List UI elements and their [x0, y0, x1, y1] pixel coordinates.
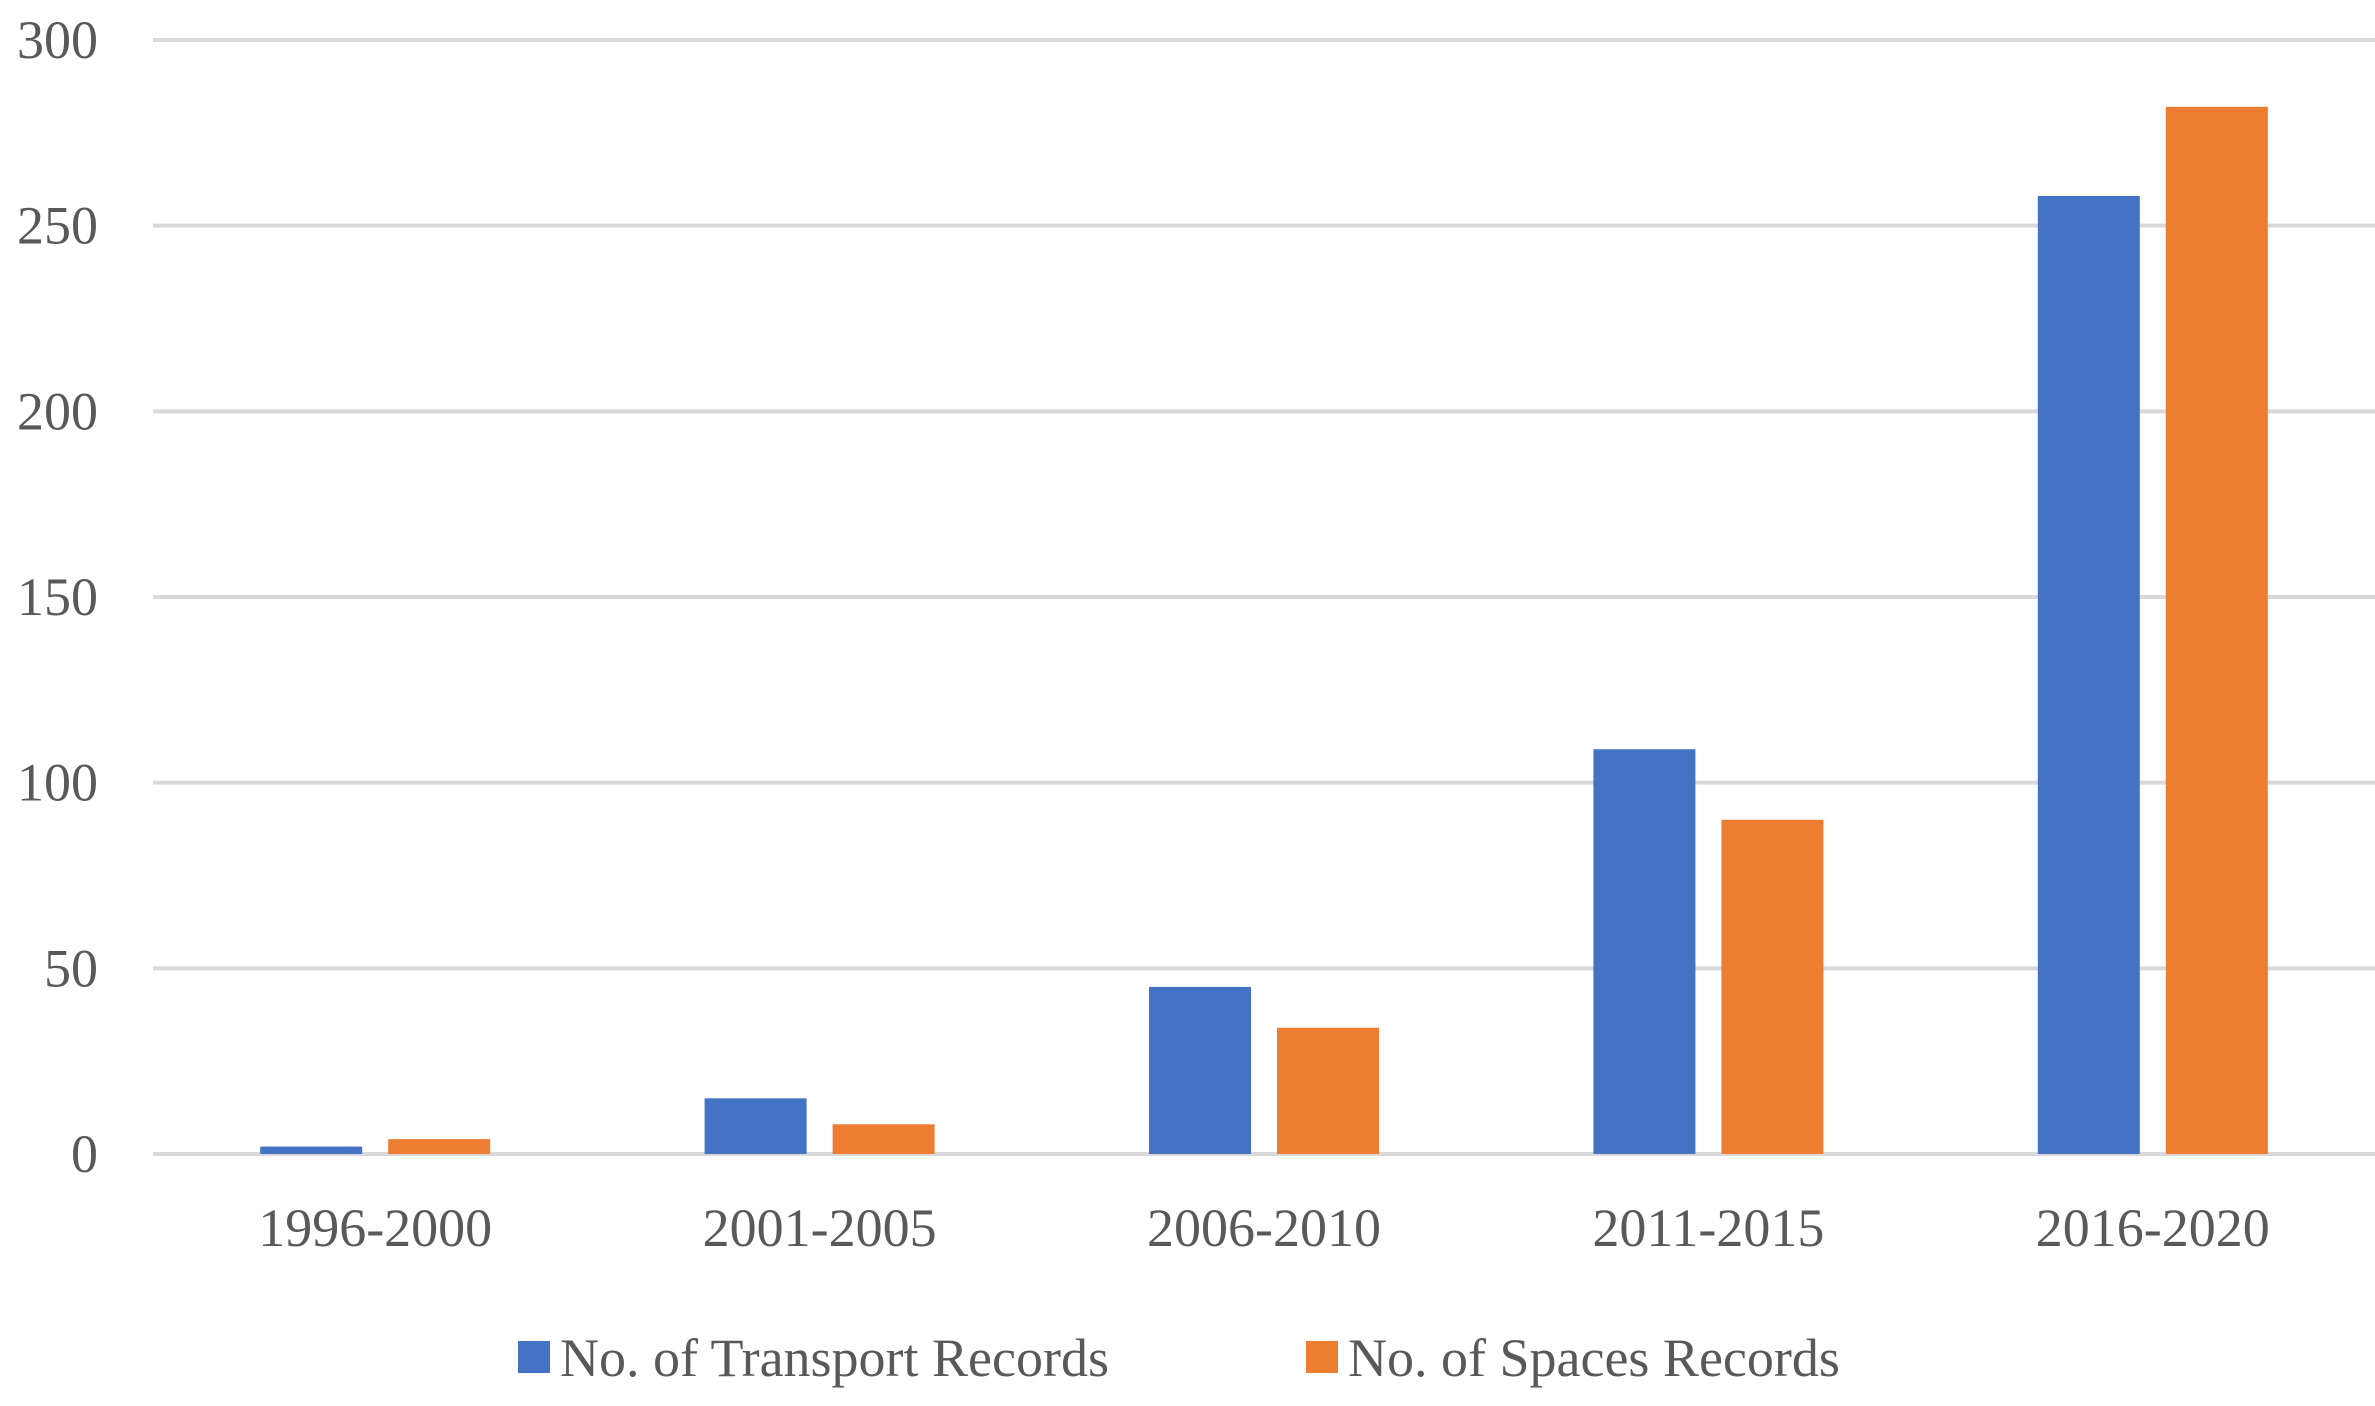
bars	[260, 106, 2268, 1155]
y-tick-label: 300	[17, 10, 98, 70]
bar-no-of-transport-records-2001-2005	[704, 1098, 807, 1154]
y-tick-label: 250	[17, 196, 98, 256]
x-tick-label: 1996-2000	[258, 1198, 492, 1258]
gridlines	[153, 38, 2375, 1156]
legend-label: No. of Spaces Records	[1348, 1328, 1840, 1388]
bar-no-of-spaces-records-1996-2000	[388, 1139, 491, 1154]
y-axis-tick-labels: 0 50 100 150 200 250 300	[17, 10, 98, 1184]
y-tick-label: 100	[17, 753, 98, 813]
legend-label: No. of Transport Records	[560, 1328, 1109, 1388]
y-tick-label: 0	[71, 1124, 98, 1184]
bar-no-of-spaces-records-2016-2020	[2165, 106, 2268, 1155]
bar-no-of-spaces-records-2006-2010	[1277, 1027, 1379, 1154]
x-axis-tick-labels: 1996-2000 2001-2005 2006-2010 2011-2015 2016…	[258, 1198, 2270, 1258]
y-tick-label: 50	[44, 938, 98, 998]
y-tick-label: 200	[17, 381, 98, 441]
bar-no-of-transport-records-2011-2015	[1593, 749, 1696, 1154]
bar-no-of-spaces-records-2011-2015	[1721, 819, 1824, 1154]
x-tick-label: 2011-2015	[1592, 1198, 1824, 1258]
y-tick-label: 150	[17, 567, 98, 627]
bar-no-of-spaces-records-2001-2005	[832, 1124, 935, 1154]
bar-no-of-transport-records-2016-2020	[2037, 195, 2140, 1154]
legend: No. of Transport Records No. of Spaces Re…	[518, 1328, 1840, 1388]
x-tick-label: 2016-2020	[2036, 1198, 2270, 1258]
bar-no-of-transport-records-2006-2010	[1149, 986, 1251, 1154]
x-tick-label: 2001-2005	[703, 1198, 937, 1258]
x-tick-label: 2006-2010	[1147, 1198, 1381, 1258]
legend-swatch	[518, 1341, 550, 1373]
legend-swatch	[1306, 1341, 1338, 1373]
bar-no-of-transport-records-1996-2000	[260, 1146, 363, 1154]
